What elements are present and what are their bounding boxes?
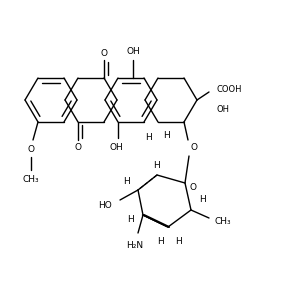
Text: H: H (154, 160, 160, 170)
Text: O: O (75, 143, 82, 152)
Text: H: H (163, 131, 169, 141)
Text: OH: OH (109, 143, 123, 152)
Text: OH: OH (216, 106, 230, 115)
Text: O: O (189, 183, 197, 193)
Text: H: H (146, 133, 152, 143)
Text: H: H (128, 216, 134, 224)
Text: H: H (123, 177, 129, 187)
Text: OH: OH (126, 48, 140, 57)
Text: O: O (28, 146, 34, 154)
Text: H₂N: H₂N (127, 241, 144, 249)
Text: CH₃: CH₃ (23, 175, 39, 185)
Text: H: H (174, 236, 181, 245)
Text: H: H (200, 195, 206, 205)
Text: CH₃: CH₃ (215, 218, 231, 226)
Text: COOH: COOH (216, 86, 242, 94)
Text: O: O (100, 49, 108, 57)
Text: H: H (157, 236, 163, 245)
Text: O: O (191, 144, 197, 152)
Text: HO: HO (98, 201, 112, 210)
